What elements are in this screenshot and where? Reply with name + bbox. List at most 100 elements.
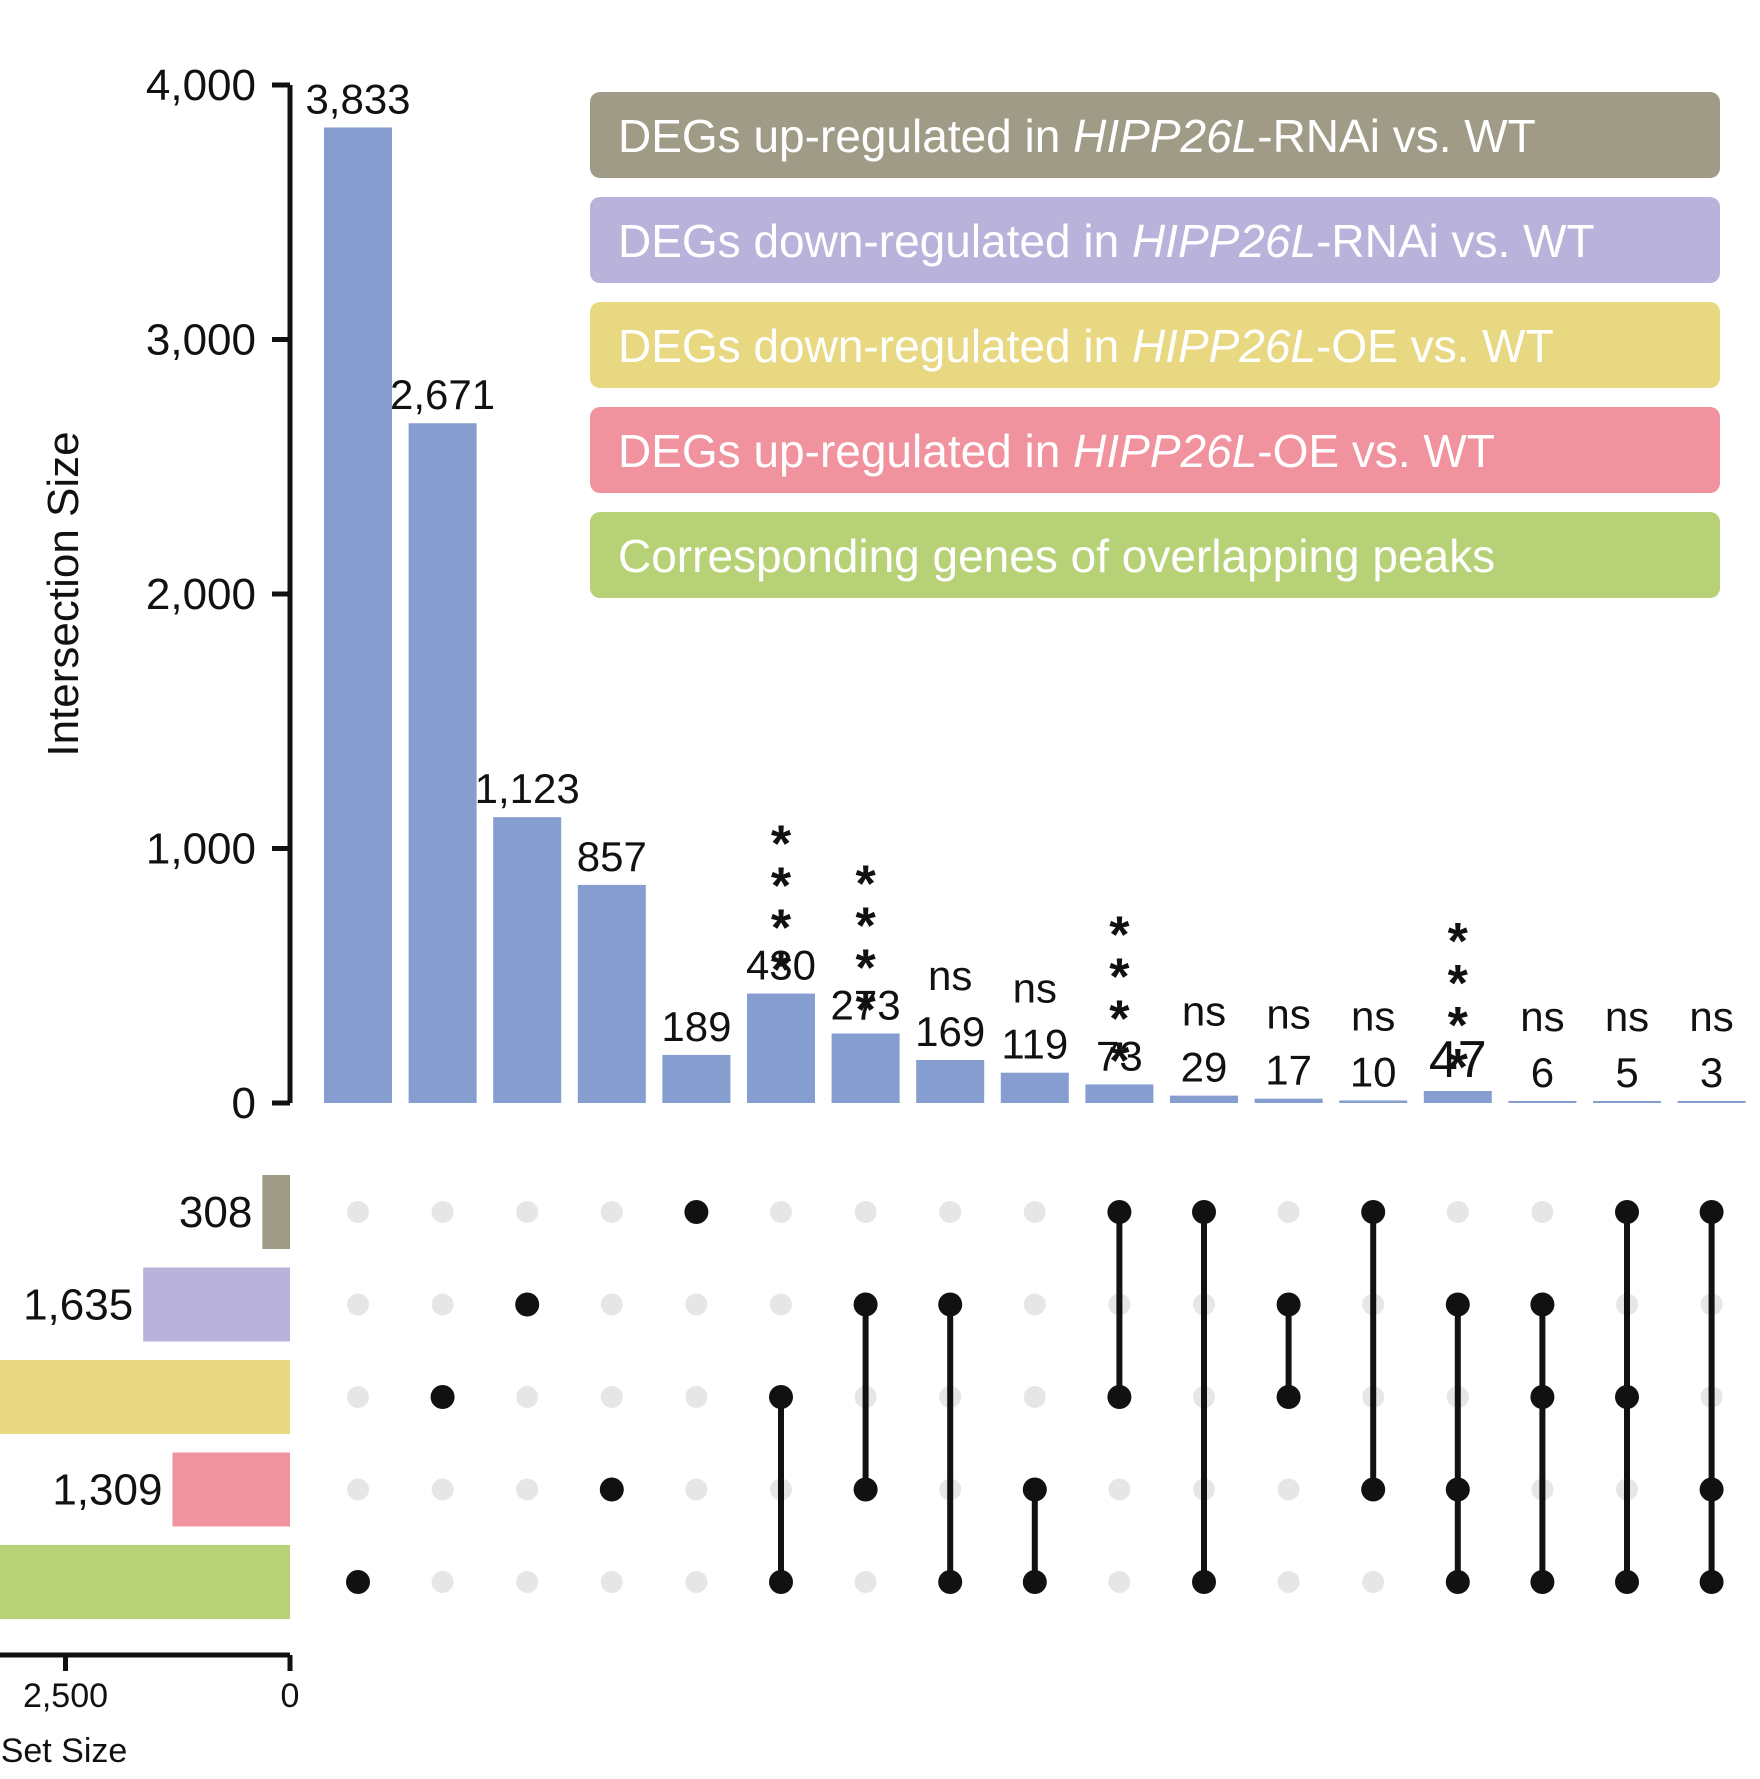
intersection-bar	[1170, 1095, 1238, 1103]
matrix-dot-empty	[685, 1478, 708, 1501]
intersection-size-axis: 0 1,000 2,000 3,000 4,000 Intersection Size	[39, 61, 293, 1128]
matrix-dot-filled	[346, 1570, 370, 1594]
bar-value-label: 10	[1350, 1048, 1397, 1095]
matrix-dot-empty	[516, 1571, 539, 1593]
legend-box	[590, 92, 1720, 178]
matrix-dot-empty	[431, 1478, 454, 1501]
matrix-dot-empty	[685, 1293, 708, 1316]
bar-value-label: 119	[1001, 1021, 1068, 1068]
matrix-dot-empty	[431, 1201, 454, 1223]
matrix-dot-filled	[1699, 1570, 1724, 1594]
matrix-dot-empty	[347, 1478, 369, 1501]
matrix-dot-filled	[1276, 1292, 1301, 1317]
matrix-dot-filled	[1107, 1200, 1132, 1224]
matrix-dot-empty	[1277, 1571, 1300, 1593]
bar-value-label: 73	[1096, 1032, 1143, 1079]
bar-value-label: 857	[577, 833, 647, 880]
significance-label: ns	[1182, 988, 1226, 1035]
matrix-dot-empty	[939, 1201, 962, 1223]
matrix-dot-empty	[1023, 1386, 1046, 1408]
matrix-dot-filled	[1615, 1200, 1639, 1224]
legend-label: DEGs down-regulated in HIPP26L-RNAi vs. …	[618, 215, 1595, 267]
set-size-label: 1,635	[23, 1281, 133, 1330]
set-size-label: 1,309	[52, 1466, 162, 1515]
intersection-bar	[747, 993, 815, 1103]
matrix-dot-filled	[430, 1385, 455, 1409]
matrix-dot-empty	[770, 1293, 792, 1316]
matrix-dot-filled	[1615, 1570, 1639, 1594]
intersection-bar	[577, 884, 646, 1103]
matrix-dot-filled	[938, 1570, 963, 1594]
matrix-dot-filled	[1445, 1570, 1470, 1594]
set-size-tick-label: 0	[281, 1677, 300, 1715]
matrix-dot-empty	[1023, 1201, 1046, 1223]
legend-box	[590, 302, 1720, 388]
matrix-dot-empty	[1362, 1571, 1385, 1593]
matrix-dot-empty	[431, 1293, 454, 1316]
intersection-bar	[1339, 1100, 1408, 1103]
matrix-dot-filled	[938, 1292, 963, 1317]
y-tick-label: 4,000	[146, 61, 256, 110]
legend-label: DEGs up-regulated in HIPP26L-OE vs. WT	[618, 425, 1495, 477]
bar-value-label: 17	[1265, 1047, 1312, 1094]
intersection-bar	[1593, 1101, 1661, 1103]
matrix-dot-filled	[1445, 1292, 1470, 1317]
bar-value-label: 273	[831, 982, 901, 1029]
significance-label: * * * *	[855, 856, 876, 1040]
matrix-dot-filled	[599, 1477, 624, 1502]
matrix-dot-filled	[1192, 1200, 1216, 1224]
set-size-bar	[0, 1545, 290, 1619]
intersection-bar	[831, 1033, 900, 1103]
matrix-dot-filled	[1699, 1477, 1724, 1502]
matrix-dot-filled	[515, 1292, 540, 1317]
legend: DEGs up-regulated in HIPP26L-RNAi vs. WT…	[590, 92, 1720, 598]
set-size-bar	[0, 1360, 290, 1434]
matrix-dot-empty	[1108, 1571, 1131, 1593]
matrix-dot-empty	[347, 1386, 369, 1408]
matrix-dot-empty	[347, 1201, 369, 1223]
matrix-dot-filled	[1022, 1477, 1047, 1502]
matrix-dot-filled	[1276, 1385, 1301, 1409]
matrix-dot-empty	[600, 1293, 623, 1316]
legend-box	[590, 512, 1720, 598]
bar-value-label: 2,671	[390, 371, 495, 418]
intersection-bar	[1423, 1091, 1492, 1103]
matrix-dot-filled	[1699, 1200, 1724, 1224]
matrix-dot-empty	[516, 1201, 539, 1223]
set-size-bar	[143, 1267, 290, 1342]
matrix-dot-empty	[516, 1478, 539, 1501]
significance-label: ns	[928, 952, 972, 999]
significance-label: ns	[1013, 965, 1057, 1012]
matrix-dot-empty	[1446, 1201, 1469, 1223]
set-membership-matrix	[346, 1200, 1724, 1594]
significance-label: ns	[1520, 993, 1564, 1040]
bar-value-label: 6	[1531, 1049, 1554, 1096]
set-size-label: 308	[179, 1188, 252, 1237]
matrix-dot-filled	[684, 1200, 709, 1224]
matrix-dot-filled	[1022, 1570, 1047, 1594]
matrix-dot-empty	[854, 1201, 877, 1223]
matrix-dot-filled	[1107, 1385, 1132, 1409]
y-tick-label: 0	[232, 1079, 256, 1128]
matrix-dot-empty	[516, 1386, 539, 1408]
matrix-dot-filled	[853, 1292, 878, 1317]
matrix-dot-filled	[1445, 1477, 1470, 1502]
bar-value-label: 189	[661, 1003, 731, 1050]
matrix-dot-empty	[347, 1293, 369, 1316]
legend-label: DEGs up-regulated in HIPP26L-RNAi vs. WT	[618, 110, 1536, 162]
bar-value-label: 3	[1700, 1049, 1723, 1096]
bar-value-label: 1,123	[475, 765, 580, 812]
bar-value-label: 3,833	[305, 76, 410, 123]
matrix-dot-empty	[770, 1201, 792, 1223]
significance-label: * * * *	[1109, 906, 1130, 1090]
y-tick-label: 1,000	[146, 825, 256, 874]
matrix-dot-empty	[854, 1571, 877, 1593]
matrix-dot-empty	[431, 1571, 454, 1593]
matrix-dot-filled	[1530, 1292, 1555, 1317]
matrix-dot-empty	[600, 1386, 623, 1408]
matrix-dot-filled	[1530, 1570, 1555, 1594]
intersection-bar	[1508, 1101, 1577, 1103]
intersection-bar	[662, 1054, 731, 1103]
set-size-panel: 308 1,635 1,309 2,500 0 Set Size	[0, 1175, 299, 1770]
